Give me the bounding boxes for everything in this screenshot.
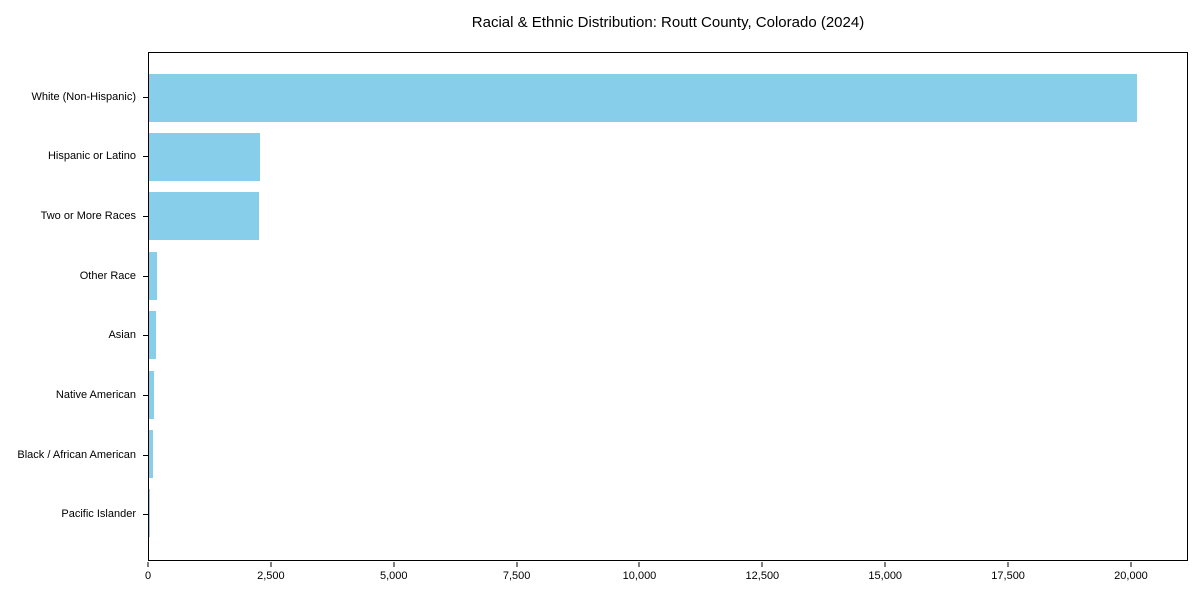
y-tick-label: Two or More Races	[40, 210, 136, 223]
y-tick-label: Native American	[55, 388, 136, 401]
x-tick-mark	[270, 562, 272, 567]
bars-container	[149, 53, 1187, 560]
x-tick-label: 17,500	[991, 570, 1025, 582]
plot-area	[148, 52, 1188, 561]
x-tick-label: 7,500	[502, 570, 531, 582]
x-tick-mark	[761, 562, 763, 567]
y-tick-mark	[143, 216, 148, 218]
y-axis-row: White (Non-Hispanic)	[0, 67, 148, 127]
y-axis-row: Two or More Races	[0, 186, 148, 246]
y-tick-mark	[143, 275, 148, 277]
bar	[149, 73, 1137, 122]
bar	[149, 251, 157, 300]
y-tick-label: Black / African American	[17, 448, 136, 461]
x-tick-label: 20,000	[1114, 570, 1148, 582]
y-tick-mark	[143, 96, 148, 98]
bar-row	[149, 365, 1187, 424]
y-tick-label: Hispanic or Latino	[47, 150, 136, 163]
y-tick-label: Other Race	[79, 269, 136, 282]
bar-row	[149, 484, 1187, 543]
bar	[149, 429, 153, 478]
bar-row	[149, 68, 1187, 127]
bar	[149, 133, 261, 182]
x-tick-mark	[1130, 562, 1132, 567]
y-tick-mark	[143, 394, 148, 396]
bar-row	[149, 127, 1187, 186]
y-tick-mark	[143, 454, 148, 456]
bar-row	[149, 424, 1187, 483]
y-tick-mark	[143, 335, 148, 337]
y-tick-mark	[143, 514, 148, 516]
x-tick-label: 0	[144, 570, 152, 582]
y-tick-label: Pacific Islander	[61, 508, 136, 521]
x-tick-mark	[638, 562, 640, 567]
y-axis: White (Non-Hispanic) Hispanic or Latino Tw…	[0, 52, 148, 561]
chart-title: Racial & Ethnic Distribution: Routt Coun…	[471, 14, 865, 31]
bar	[149, 192, 260, 241]
y-axis-row: Other Race	[0, 246, 148, 306]
bar	[149, 311, 157, 360]
x-tick-mark	[884, 562, 886, 567]
y-tick-mark	[143, 156, 148, 158]
x-tick-mark	[1007, 562, 1009, 567]
x-tick-label: 15,000	[868, 570, 903, 582]
y-axis-row: Pacific Islander	[0, 484, 148, 544]
y-tick-label: White (Non-Hispanic)	[31, 90, 136, 103]
y-axis-row: Native American	[0, 365, 148, 425]
bar-row	[149, 187, 1187, 246]
bar	[149, 489, 150, 538]
bar-row	[149, 246, 1187, 305]
y-axis-row: Hispanic or Latino	[0, 127, 148, 187]
bar	[149, 370, 154, 419]
y-axis-row: Black / African American	[0, 425, 148, 485]
x-tick-mark	[393, 562, 395, 567]
x-tick-label: 12,500	[745, 570, 780, 582]
y-axis-row: Asian	[0, 306, 148, 366]
x-tick-label: 2,500	[257, 570, 285, 582]
x-tick-mark	[147, 562, 149, 567]
x-axis: 0 2,500 5,000 7,500 10,000 12,500 15,000 17,500…	[144, 561, 1188, 591]
x-tick-label: 10,000	[622, 570, 657, 582]
bar-row	[149, 306, 1187, 365]
y-tick-label: Asian	[108, 329, 136, 342]
x-tick-label: 5,000	[379, 570, 408, 582]
x-tick-mark	[516, 562, 518, 567]
